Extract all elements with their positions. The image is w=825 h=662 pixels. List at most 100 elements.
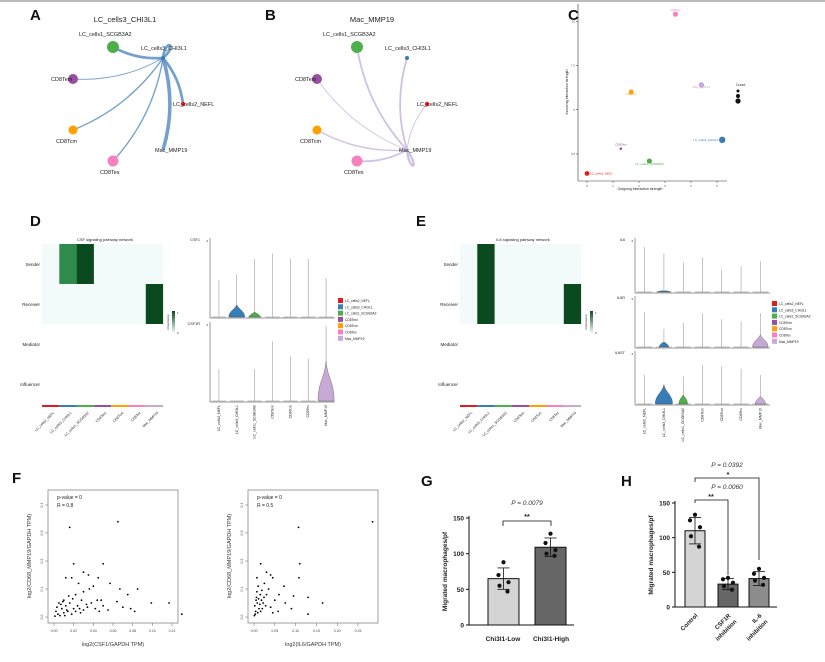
scatter-point	[259, 610, 262, 613]
y-tick-label: 0.1	[40, 587, 44, 592]
legend-swatch	[338, 310, 343, 316]
data-point	[687, 518, 693, 523]
scatter-point	[74, 610, 77, 613]
scatter-point	[646, 158, 653, 164]
self-loop-edge	[405, 149, 415, 167]
legend-label: CD8Tem	[779, 321, 792, 325]
legend-size-dot	[735, 98, 741, 104]
panel-label-f: F	[12, 470, 21, 487]
data-point	[501, 560, 506, 565]
network-node-label: CD8Tcm	[56, 139, 78, 145]
scatter-point	[628, 89, 634, 95]
legend-label: Mac_MMP19	[345, 337, 365, 341]
heatmap-cell	[145, 284, 164, 324]
scatter-point	[321, 602, 324, 604]
scatter-point	[258, 603, 261, 606]
x-axis-label: Outgoing interaction strength	[618, 187, 663, 191]
scatter-point	[278, 593, 280, 596]
network-node-label: CD8Tem	[51, 77, 73, 83]
scatter-point	[60, 607, 63, 610]
network-node-label: CD8Tcm	[300, 139, 322, 145]
data-point	[721, 584, 727, 589]
column-color-strip	[76, 405, 94, 407]
scatter-point	[58, 602, 60, 604]
network-node-label: Mac_MMP19	[155, 148, 187, 154]
y-axis-label: Migrated macrophages/pf	[442, 531, 449, 611]
scatter-point	[264, 604, 267, 607]
x-tick-label: 0.15	[313, 629, 320, 633]
scatter-point	[67, 595, 70, 597]
scatter-point	[86, 606, 89, 609]
scatter-point	[259, 593, 262, 596]
scatter-point	[290, 607, 293, 610]
scatter-point	[271, 576, 274, 579]
data-point	[725, 575, 731, 580]
scatter-point	[265, 593, 268, 596]
scatter-point	[71, 597, 74, 600]
y-axis-label: log2(CD68_MMP19/GAPDH TPM)	[227, 514, 233, 598]
x-category-label: Chi3l1-Low	[486, 636, 522, 643]
panel-label-e: E	[416, 213, 426, 230]
legend-label: LC_cells3_CHI3L1	[345, 305, 373, 309]
self-loop-edge	[161, 43, 172, 60]
violin-body	[656, 290, 672, 293]
column-color-strip	[529, 405, 547, 407]
violin-x-label: CD8Tcm	[288, 405, 292, 419]
heatmap-column-label: CD8Tex	[130, 411, 142, 423]
legend-label: LC_cells1_SCGB3A2	[779, 315, 811, 319]
network-node-label: LC_cells2_NEFL	[173, 102, 214, 108]
violin-x-label: LC_cells1_SCGB3A2	[681, 408, 685, 442]
scatter-point	[88, 588, 91, 590]
data-point	[697, 525, 703, 530]
x-category-label: Control	[680, 613, 700, 633]
legend-swatch	[772, 319, 777, 325]
x-axis-label: log2(IL6/GAPDH TPM)	[285, 642, 341, 648]
point-label: LC_cells3_CHI3L1	[693, 138, 718, 142]
y-tick-label: 0	[460, 623, 464, 630]
violin-x-label: LC_cells2_NEFL	[643, 408, 647, 434]
x-tick-label: 0.00	[51, 629, 58, 633]
legend-swatch	[772, 307, 777, 313]
y-tick-label: 5	[573, 108, 575, 112]
p-value-label: P = 0.0392	[711, 462, 743, 469]
data-point	[548, 531, 553, 536]
scatter-point	[258, 607, 260, 610]
scatter-point	[307, 613, 309, 616]
network-node-label: LC_cells1_SCGB3A2	[323, 32, 376, 38]
gene-label: IL6R	[617, 296, 625, 300]
scatter-point	[109, 582, 111, 585]
scatter-point	[297, 526, 300, 529]
data-point	[505, 589, 510, 594]
x-tick-label: 0.08	[129, 629, 136, 633]
p-value-annotation: p-value = 0	[57, 495, 82, 501]
network-node	[406, 149, 408, 151]
y-tick-label: 50	[663, 570, 671, 577]
scatter-point	[70, 576, 73, 579]
panel-label-g: G	[421, 473, 433, 490]
network-edge	[161, 57, 172, 151]
scatter-point	[59, 603, 62, 606]
legend-swatch	[772, 332, 777, 338]
violin-x-label: LC_cells3_CHI3L1	[235, 405, 239, 434]
network-node-label: CD8Tem	[295, 77, 317, 83]
x-tick-label: 0.02	[70, 629, 77, 633]
violin-body	[659, 341, 669, 348]
significance-bracket-il6	[694, 477, 760, 560]
gene-label: IL6	[620, 238, 625, 242]
network-node-label: LC_cells1_SCGB3A2	[79, 32, 132, 38]
legend-swatch	[772, 301, 777, 306]
legend-title: Count	[736, 83, 745, 87]
scatter-point	[72, 607, 75, 610]
x-axis-label: log2(CSF1/GAPDH TPM)	[82, 642, 144, 648]
scatter-point	[180, 613, 183, 616]
scatter-point	[253, 614, 256, 617]
legend-label: CD8Tcm	[345, 324, 358, 328]
heatmap-column-label: Mac_MMP19	[142, 411, 159, 428]
scatter-point	[719, 136, 726, 144]
violin-body	[317, 361, 335, 402]
data-point	[553, 548, 558, 553]
scatter-point	[261, 589, 263, 592]
violin-x-label: CD8Tcm	[720, 408, 724, 422]
heatmap-cell	[59, 244, 77, 284]
data-point	[552, 553, 557, 558]
